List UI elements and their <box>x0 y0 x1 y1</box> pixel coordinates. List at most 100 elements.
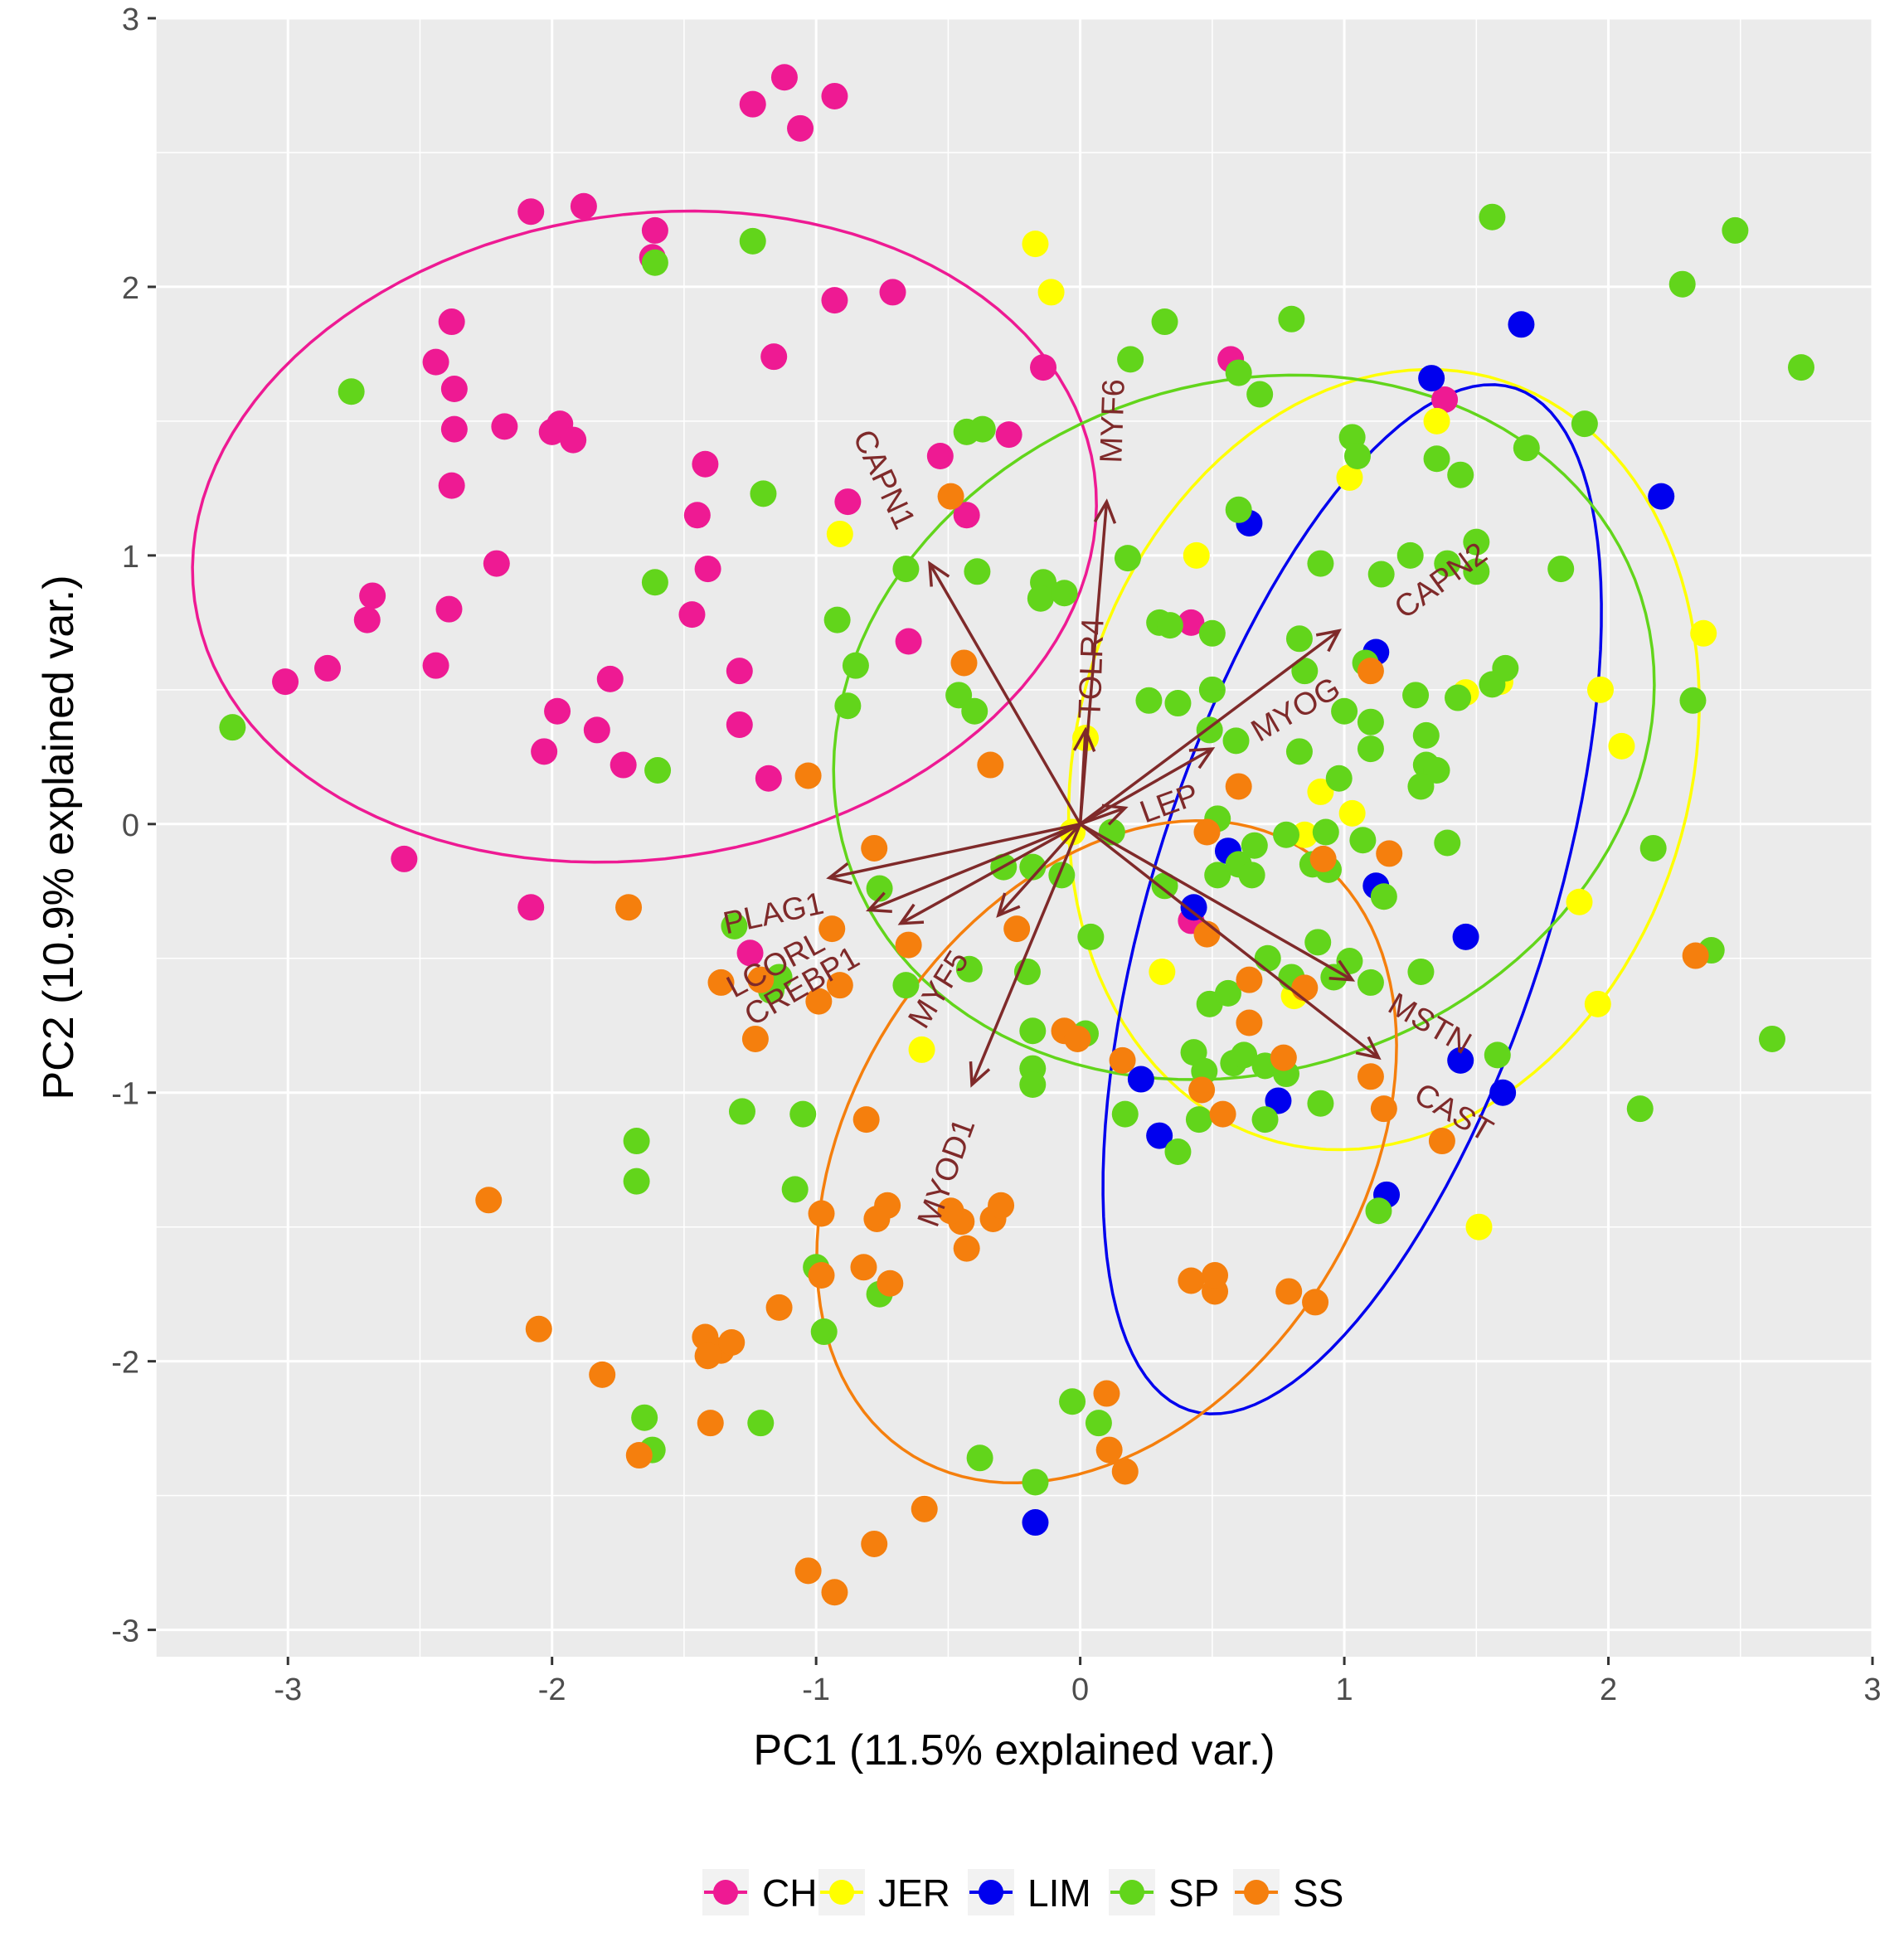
point-sp <box>1151 308 1178 336</box>
arrow-plag1 <box>828 823 1081 880</box>
arrowhead-mstn <box>1328 959 1356 982</box>
ellipse-sp <box>832 373 1656 1081</box>
point-sp <box>955 955 983 983</box>
point-sp <box>1278 305 1305 333</box>
arrow-lcorl <box>868 823 1081 912</box>
point-sp <box>1679 687 1707 714</box>
point-ch <box>583 716 610 744</box>
point-sp <box>1434 829 1461 857</box>
point-sp <box>1304 929 1332 956</box>
point-ss <box>937 483 964 510</box>
point-sp <box>641 249 668 276</box>
point-sp <box>1198 619 1226 647</box>
point-ch <box>834 488 862 516</box>
point-sp <box>1492 654 1519 682</box>
point-ss <box>861 834 888 862</box>
point-sp <box>1019 1017 1047 1045</box>
point-ss <box>808 1262 835 1289</box>
arrowhead-capn1 <box>928 561 950 587</box>
point-ch <box>641 216 668 244</box>
point-sp <box>1307 1090 1334 1117</box>
point-lim <box>1447 1046 1474 1074</box>
arrow-crebp1 <box>900 823 1081 925</box>
point-sp <box>1547 556 1575 583</box>
point-jer <box>826 520 853 547</box>
point-sp <box>1325 765 1353 792</box>
point-sp <box>966 1444 993 1472</box>
point-ch <box>440 415 468 443</box>
point-sp <box>1463 528 1490 556</box>
point-ss <box>1209 1100 1236 1128</box>
arrow-myf5 <box>997 823 1081 917</box>
point-ch <box>683 502 711 529</box>
point-sp <box>1051 580 1078 607</box>
point-sp <box>1291 658 1319 685</box>
point-sp <box>1198 676 1226 703</box>
y-tick-label: 3 <box>122 2 139 37</box>
point-sp <box>1758 1025 1785 1052</box>
legend-label-jer: JER <box>878 1871 950 1915</box>
point-ch <box>422 652 449 679</box>
point-sp <box>1407 773 1435 800</box>
x-axis-title: PC1 (11.5% explained var.) <box>753 1726 1275 1774</box>
ellipse-jer <box>1066 367 1701 1152</box>
point-ch <box>926 443 954 470</box>
point-sp <box>1246 381 1274 408</box>
point-ch <box>821 82 848 109</box>
legend-key-point <box>1244 1880 1269 1905</box>
point-ss <box>707 968 735 996</box>
point-sp <box>1479 203 1506 231</box>
point-sp <box>1185 1106 1212 1134</box>
point-sp <box>739 227 766 255</box>
major-gridlines <box>156 17 1874 1657</box>
point-sp <box>1434 550 1461 577</box>
point-jer <box>1338 799 1366 827</box>
point-ch <box>787 114 814 142</box>
arrow-label-myf6: MYF6 <box>1094 378 1132 464</box>
point-lim <box>1508 311 1535 338</box>
point-ch <box>610 751 637 779</box>
point-ch <box>995 421 1022 449</box>
point-ss <box>1064 1025 1091 1052</box>
point-sp <box>834 692 862 720</box>
x-tick-label: 2 <box>1600 1672 1617 1707</box>
point-ss <box>1111 1458 1139 1485</box>
point-sp <box>1273 821 1300 848</box>
arrow-capn2 <box>1079 629 1340 826</box>
point-ss <box>950 649 978 677</box>
point-ch <box>596 665 624 692</box>
point-ss <box>589 1361 616 1388</box>
arrowhead-plag1 <box>826 862 852 885</box>
point-ss <box>1291 974 1319 1002</box>
point-ch <box>770 64 798 91</box>
point-sp <box>1164 1138 1192 1166</box>
point-lim <box>1127 1066 1154 1093</box>
point-sp <box>721 912 748 939</box>
point-ss <box>794 1557 822 1585</box>
point-ch <box>570 192 597 220</box>
y-tick-label: -2 <box>111 1346 139 1381</box>
point-ch <box>726 711 753 738</box>
point-ss <box>625 1442 653 1469</box>
point-sp <box>1626 1095 1654 1123</box>
point-ss <box>805 988 833 1015</box>
legend-label-lim: LIM <box>1027 1871 1091 1915</box>
point-ch <box>422 348 449 376</box>
point-sp <box>842 652 869 679</box>
point-sp <box>1396 541 1424 569</box>
point-sp <box>1367 561 1395 588</box>
point-ss <box>697 1410 724 1437</box>
point-sp <box>1285 625 1313 653</box>
point-sp <box>866 875 893 902</box>
point-sp <box>1307 550 1334 577</box>
arrowhead-lep <box>1101 803 1129 826</box>
point-ch <box>517 198 545 226</box>
point-ch <box>517 894 545 921</box>
point-ch <box>314 654 341 682</box>
point-sp <box>1085 1410 1112 1437</box>
point-ss <box>1093 1380 1120 1407</box>
point-sp <box>823 606 851 634</box>
point-sp <box>1027 585 1054 612</box>
arrow-myog <box>1079 747 1213 826</box>
arrow-tolr4 <box>1078 730 1087 824</box>
